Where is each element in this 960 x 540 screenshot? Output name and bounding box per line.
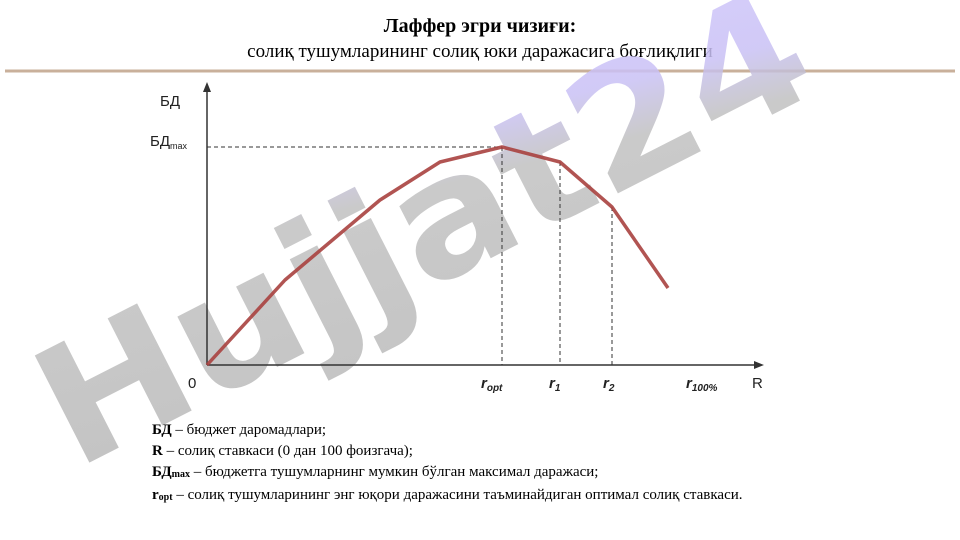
legend-text: – солиқ тушумларининг энг юқори даражаси… bbox=[172, 487, 743, 503]
y-axis-label: БД bbox=[160, 93, 180, 110]
y-max-sub: max bbox=[170, 141, 188, 151]
x-label-main: r bbox=[603, 375, 610, 392]
x-label: r1 bbox=[549, 375, 561, 394]
x-label-sub: 1 bbox=[555, 383, 561, 394]
legend-entry: БД – бюджет даромадлари; bbox=[152, 420, 812, 441]
x-arrow bbox=[754, 361, 764, 369]
legend-term: БДmax bbox=[152, 464, 190, 480]
legend-text: – бюджетга тушумларнинг мумкин бўлган ма… bbox=[190, 464, 599, 480]
x-label: r100% bbox=[686, 375, 718, 394]
term-main: БД bbox=[152, 422, 172, 438]
legend-entry: БДmax – бюджетга тушумларнинг мумкин бўл… bbox=[152, 462, 812, 485]
term-sub: opt bbox=[158, 492, 173, 503]
term-sub: max bbox=[171, 469, 191, 480]
term-main: БД bbox=[152, 464, 172, 480]
laffer-curve bbox=[205, 145, 670, 367]
y-arrow bbox=[203, 82, 211, 92]
title: Лаффер эгри чизиғи: bbox=[384, 15, 577, 37]
legend-entry: ropt – солиқ тушумларининг энг юқори дар… bbox=[152, 485, 812, 508]
x-labels: ropt r1 r2 r100% bbox=[481, 375, 718, 394]
y-max-label: БДmax bbox=[150, 133, 188, 151]
guides bbox=[207, 146, 613, 365]
legend-term: БД bbox=[152, 422, 172, 438]
origin-label: 0 bbox=[188, 375, 196, 392]
legend: БД – бюджет даромадлари; R – солиқ ставка… bbox=[152, 420, 812, 508]
x-label-main: r bbox=[549, 375, 556, 392]
x-label: ropt bbox=[481, 375, 503, 394]
subtitle: солиқ тушумларининг солиқ юки даражасига… bbox=[247, 41, 713, 62]
x-label-sub: opt bbox=[487, 383, 503, 394]
x-label-sub: 2 bbox=[608, 383, 615, 394]
legend-text: – бюджет даромадлари; bbox=[171, 422, 327, 438]
y-max-main: БД bbox=[150, 133, 170, 150]
x-label-sub: 100% bbox=[692, 383, 718, 394]
x-axis-label: R bbox=[752, 375, 763, 392]
x-label-main: r bbox=[481, 375, 488, 392]
legend-entry: R – солиқ ставкаси (0 дан 100 фоизгача); bbox=[152, 441, 812, 462]
x-label: r2 bbox=[603, 375, 615, 394]
x-label-main: r bbox=[686, 375, 693, 392]
term-main: R bbox=[152, 443, 163, 459]
term-main: r bbox=[152, 487, 159, 503]
legend-term: R bbox=[152, 443, 163, 459]
legend-term: ropt bbox=[152, 487, 173, 503]
legend-text: – солиқ ставкаси (0 дан 100 фоизгача); bbox=[162, 443, 413, 459]
